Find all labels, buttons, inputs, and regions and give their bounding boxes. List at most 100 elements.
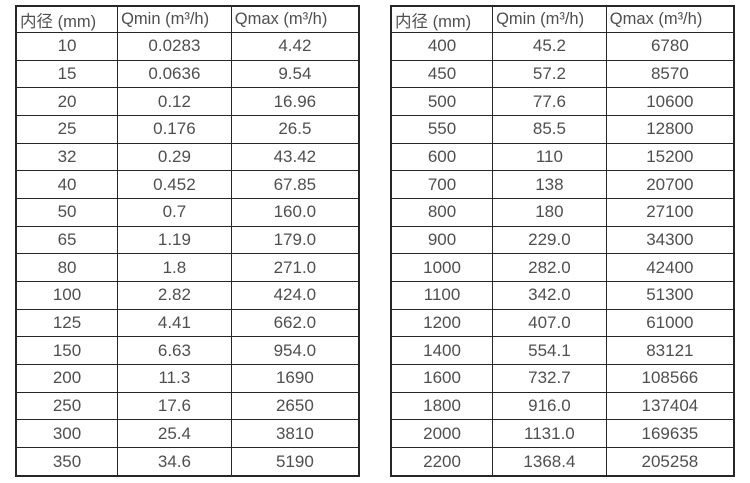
table-row: 80 1.8 271.0 [15, 253, 360, 283]
table-cell: 0.176 [117, 115, 232, 144]
table-cell: 83121 [605, 336, 735, 366]
table-cell: 67.85 [230, 170, 360, 200]
table-row: 1200 407.0 61000 [390, 308, 735, 338]
table-cell: 6780 [605, 32, 735, 61]
table-cell: 3810 [230, 419, 360, 449]
table-cell: 15200 [605, 142, 735, 172]
table-cell: 125 [15, 308, 119, 338]
table-cell: 0.29 [117, 142, 232, 172]
flow-spec-table-left: 内径 (mm) Qmin (m³/h) Qmax (m³/h) 10 0.0283… [15, 5, 360, 477]
table-row: 700 138 20700 [390, 170, 735, 200]
table-row: 65 1.19 179.0 [15, 225, 360, 255]
table-row: 1600 732.7 108566 [390, 364, 735, 393]
table-cell: 732.7 [492, 364, 607, 393]
table-row: 150 6.63 954.0 [15, 336, 360, 366]
table-cell: 9.54 [230, 59, 360, 89]
table-cell: 6.63 [117, 336, 232, 366]
table-cell: 4.42 [230, 32, 360, 61]
table-cell: 1800 [390, 391, 494, 421]
table-row: 900 229.0 34300 [390, 225, 735, 255]
table-row: 450 57.2 8570 [390, 59, 735, 89]
table-cell: 1200 [390, 308, 494, 338]
table-cell: 77.6 [492, 87, 607, 117]
table-cell: 800 [390, 198, 494, 227]
table-cell: 43.42 [230, 142, 360, 172]
table-cell: 179.0 [230, 225, 360, 255]
table-cell: 150 [15, 336, 119, 366]
table-cell: 4.41 [117, 308, 232, 338]
table-row: 400 45.2 6780 [390, 32, 735, 61]
table-row: 2000 1131.0 169635 [390, 419, 735, 449]
header-qmin: Qmin (m³/h) [117, 5, 232, 33]
header-inner-diameter: 内径 (mm) [15, 5, 119, 33]
table-cell: 61000 [605, 308, 735, 338]
table-row: 125 4.41 662.0 [15, 308, 360, 338]
table-row: 250 17.6 2650 [15, 391, 360, 421]
table-row: 100 2.82 424.0 [15, 281, 360, 310]
table-body-left: 10 0.0283 4.42 15 0.0636 9.54 20 0.12 16.96 25 0.1… [15, 32, 360, 477]
table-cell: 916.0 [492, 391, 607, 421]
table-cell: 250 [15, 391, 119, 421]
table-cell: 1400 [390, 336, 494, 366]
table-cell: 954.0 [230, 336, 360, 366]
table-cell: 100 [15, 281, 119, 310]
table-cell: 20700 [605, 170, 735, 200]
table-cell: 424.0 [230, 281, 360, 310]
header-qmax: Qmax (m³/h) [605, 5, 735, 33]
table-cell: 42400 [605, 253, 735, 283]
table-row: 20 0.12 16.96 [15, 87, 360, 117]
table-cell: 80 [15, 253, 119, 283]
table-row: 200 11.3 1690 [15, 364, 360, 393]
table-cell: 200 [15, 364, 119, 393]
table-cell: 17.6 [117, 391, 232, 421]
table-cell: 16.96 [230, 87, 360, 117]
header-row: 内径 (mm) Qmin (m³/h) Qmax (m³/h) [15, 5, 360, 33]
table-cell: 160.0 [230, 198, 360, 227]
table-cell: 8570 [605, 59, 735, 89]
table-row: 1800 916.0 137404 [390, 391, 735, 421]
table-cell: 662.0 [230, 308, 360, 338]
header-qmin: Qmin (m³/h) [492, 5, 607, 33]
table-cell: 205258 [605, 447, 735, 477]
table-cell: 32 [15, 142, 119, 172]
header-qmax: Qmax (m³/h) [230, 5, 360, 33]
table-cell: 137404 [605, 391, 735, 421]
table-cell: 51300 [605, 281, 735, 310]
table-row: 32 0.29 43.42 [15, 142, 360, 172]
table-cell: 10 [15, 32, 119, 61]
table-row: 1400 554.1 83121 [390, 336, 735, 366]
table-cell: 600 [390, 142, 494, 172]
table-cell: 57.2 [492, 59, 607, 89]
table-cell: 25.4 [117, 419, 232, 449]
table-cell: 45.2 [492, 32, 607, 61]
table-row: 300 25.4 3810 [15, 419, 360, 449]
table-cell: 1.19 [117, 225, 232, 255]
table-row: 1000 282.0 42400 [390, 253, 735, 283]
table-cell: 1368.4 [492, 447, 607, 477]
table-cell: 900 [390, 225, 494, 255]
header-row: 内径 (mm) Qmin (m³/h) Qmax (m³/h) [390, 5, 735, 33]
table-cell: 271.0 [230, 253, 360, 283]
table-cell: 350 [15, 447, 119, 477]
table-cell: 282.0 [492, 253, 607, 283]
table-cell: 1000 [390, 253, 494, 283]
table-cell: 2.82 [117, 281, 232, 310]
table-cell: 138 [492, 170, 607, 200]
table-cell: 2000 [390, 419, 494, 449]
table-cell: 65 [15, 225, 119, 255]
table-cell: 300 [15, 419, 119, 449]
table-cell: 85.5 [492, 115, 607, 144]
table-cell: 34300 [605, 225, 735, 255]
table-cell: 40 [15, 170, 119, 200]
table-cell: 554.1 [492, 336, 607, 366]
table-cell: 450 [390, 59, 494, 89]
table-cell: 5190 [230, 447, 360, 477]
table-cell: 10600 [605, 87, 735, 117]
table-cell: 700 [390, 170, 494, 200]
table-row: 800 180 27100 [390, 198, 735, 227]
table-body-right: 400 45.2 6780 450 57.2 8570 500 77.6 10600 550 85.… [390, 32, 735, 477]
header-inner-diameter: 内径 (mm) [390, 5, 494, 33]
table-row: 40 0.452 67.85 [15, 170, 360, 200]
table-cell: 407.0 [492, 308, 607, 338]
table-cell: 50 [15, 198, 119, 227]
